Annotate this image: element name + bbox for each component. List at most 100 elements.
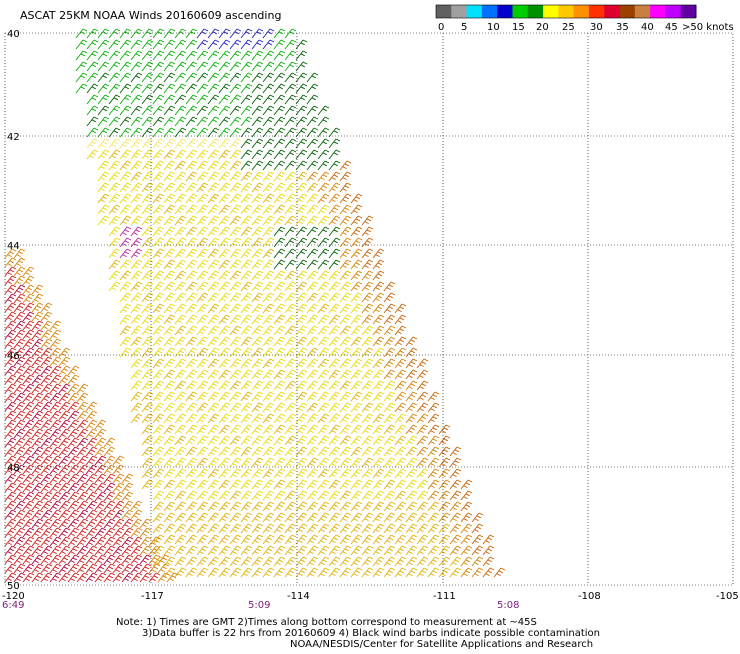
wind-barb bbox=[119, 61, 132, 72]
wind-barb bbox=[163, 116, 176, 127]
wind-barb bbox=[207, 402, 220, 413]
wind-barb bbox=[108, 127, 121, 138]
wind-barb bbox=[119, 50, 132, 61]
wind-barb bbox=[295, 105, 308, 116]
wind-barb bbox=[22, 329, 35, 340]
wind-barb bbox=[262, 314, 275, 325]
wind-barb bbox=[361, 380, 374, 391]
wind-barb bbox=[185, 116, 198, 127]
wind-barb bbox=[174, 149, 187, 160]
wind-barb bbox=[13, 500, 26, 511]
wind-barb bbox=[152, 336, 165, 347]
wind-barb bbox=[163, 457, 176, 468]
wind-barb bbox=[141, 39, 154, 50]
wind-barb bbox=[103, 473, 116, 484]
wind-barb bbox=[482, 545, 495, 556]
wind-barb bbox=[383, 457, 396, 468]
wind-barb bbox=[130, 545, 143, 556]
wind-barb bbox=[262, 28, 275, 39]
wind-barb bbox=[229, 358, 242, 369]
wind-barb bbox=[94, 419, 107, 430]
wind-barb bbox=[317, 402, 330, 413]
wind-barb bbox=[405, 457, 418, 468]
wind-barb bbox=[119, 83, 132, 94]
wind-barb bbox=[416, 358, 429, 369]
wind-barb bbox=[273, 281, 286, 292]
wind-barb bbox=[85, 464, 98, 475]
wind-barb bbox=[317, 248, 330, 259]
wind-barb bbox=[121, 482, 134, 493]
wind-barb bbox=[262, 545, 275, 556]
wind-barb bbox=[251, 127, 264, 138]
wind-barb bbox=[163, 347, 176, 358]
wind-barb bbox=[185, 523, 198, 534]
wind-barb bbox=[416, 402, 429, 413]
wind-barb bbox=[108, 116, 121, 127]
wind-barb bbox=[196, 314, 209, 325]
wind-barb bbox=[174, 402, 187, 413]
wind-barb bbox=[284, 490, 297, 501]
wind-barb bbox=[196, 347, 209, 358]
wind-barb bbox=[229, 446, 242, 457]
wind-barb bbox=[295, 534, 308, 545]
wind-barb bbox=[350, 358, 363, 369]
wind-barb bbox=[306, 259, 319, 270]
wind-barb bbox=[328, 193, 341, 204]
wind-barb bbox=[218, 28, 231, 39]
wind-barb bbox=[40, 320, 53, 331]
wind-barb bbox=[361, 303, 374, 314]
wind-barb bbox=[163, 215, 176, 226]
wind-barb bbox=[339, 490, 352, 501]
wind-barb bbox=[273, 347, 286, 358]
wind-barb bbox=[85, 572, 98, 583]
wind-barb bbox=[67, 473, 80, 484]
wind-barb bbox=[262, 160, 275, 171]
wind-barb bbox=[141, 325, 154, 336]
wind-barb bbox=[85, 437, 98, 448]
wind-barb bbox=[339, 402, 352, 413]
wind-barb bbox=[405, 468, 418, 479]
wind-barb bbox=[284, 182, 297, 193]
wind-barb bbox=[196, 116, 209, 127]
wind-barb bbox=[372, 325, 385, 336]
wind-barb bbox=[174, 39, 187, 50]
wind-barb bbox=[94, 428, 107, 439]
wind-barb bbox=[218, 358, 231, 369]
wind-barb bbox=[229, 94, 242, 105]
wind-barb bbox=[58, 428, 71, 439]
wind-barb bbox=[22, 500, 35, 511]
wind-barb bbox=[361, 358, 374, 369]
wind-barb bbox=[416, 468, 429, 479]
wind-barb bbox=[339, 193, 352, 204]
longitude-label: -111 bbox=[433, 591, 456, 602]
wind-barb bbox=[416, 380, 429, 391]
wind-barb bbox=[49, 446, 62, 457]
wind-barb bbox=[240, 358, 253, 369]
wind-barb bbox=[112, 572, 125, 583]
colorbar-swatch bbox=[527, 5, 544, 18]
wind-barb bbox=[139, 527, 152, 538]
wind-barb bbox=[328, 391, 341, 402]
wind-barb bbox=[40, 554, 53, 565]
wind-barb bbox=[67, 464, 80, 475]
wind-barb bbox=[141, 237, 154, 248]
wind-barb bbox=[141, 391, 154, 402]
wind-barb bbox=[438, 424, 451, 435]
wind-barb bbox=[108, 39, 121, 50]
wind-barb bbox=[185, 534, 198, 545]
wind-barb bbox=[306, 380, 319, 391]
wind-barb bbox=[262, 248, 275, 259]
wind-barb bbox=[262, 94, 275, 105]
wind-barb bbox=[339, 556, 352, 567]
wind-barb bbox=[130, 50, 143, 61]
wind-barb bbox=[383, 468, 396, 479]
wind-barb bbox=[103, 437, 116, 448]
wind-barb bbox=[86, 50, 99, 61]
wind-barb bbox=[339, 523, 352, 534]
wind-barb bbox=[372, 545, 385, 556]
wind-barb bbox=[49, 527, 62, 538]
wind-barb bbox=[295, 490, 308, 501]
wind-barb bbox=[4, 536, 17, 547]
wind-barb bbox=[163, 402, 176, 413]
wind-barb bbox=[240, 160, 253, 171]
